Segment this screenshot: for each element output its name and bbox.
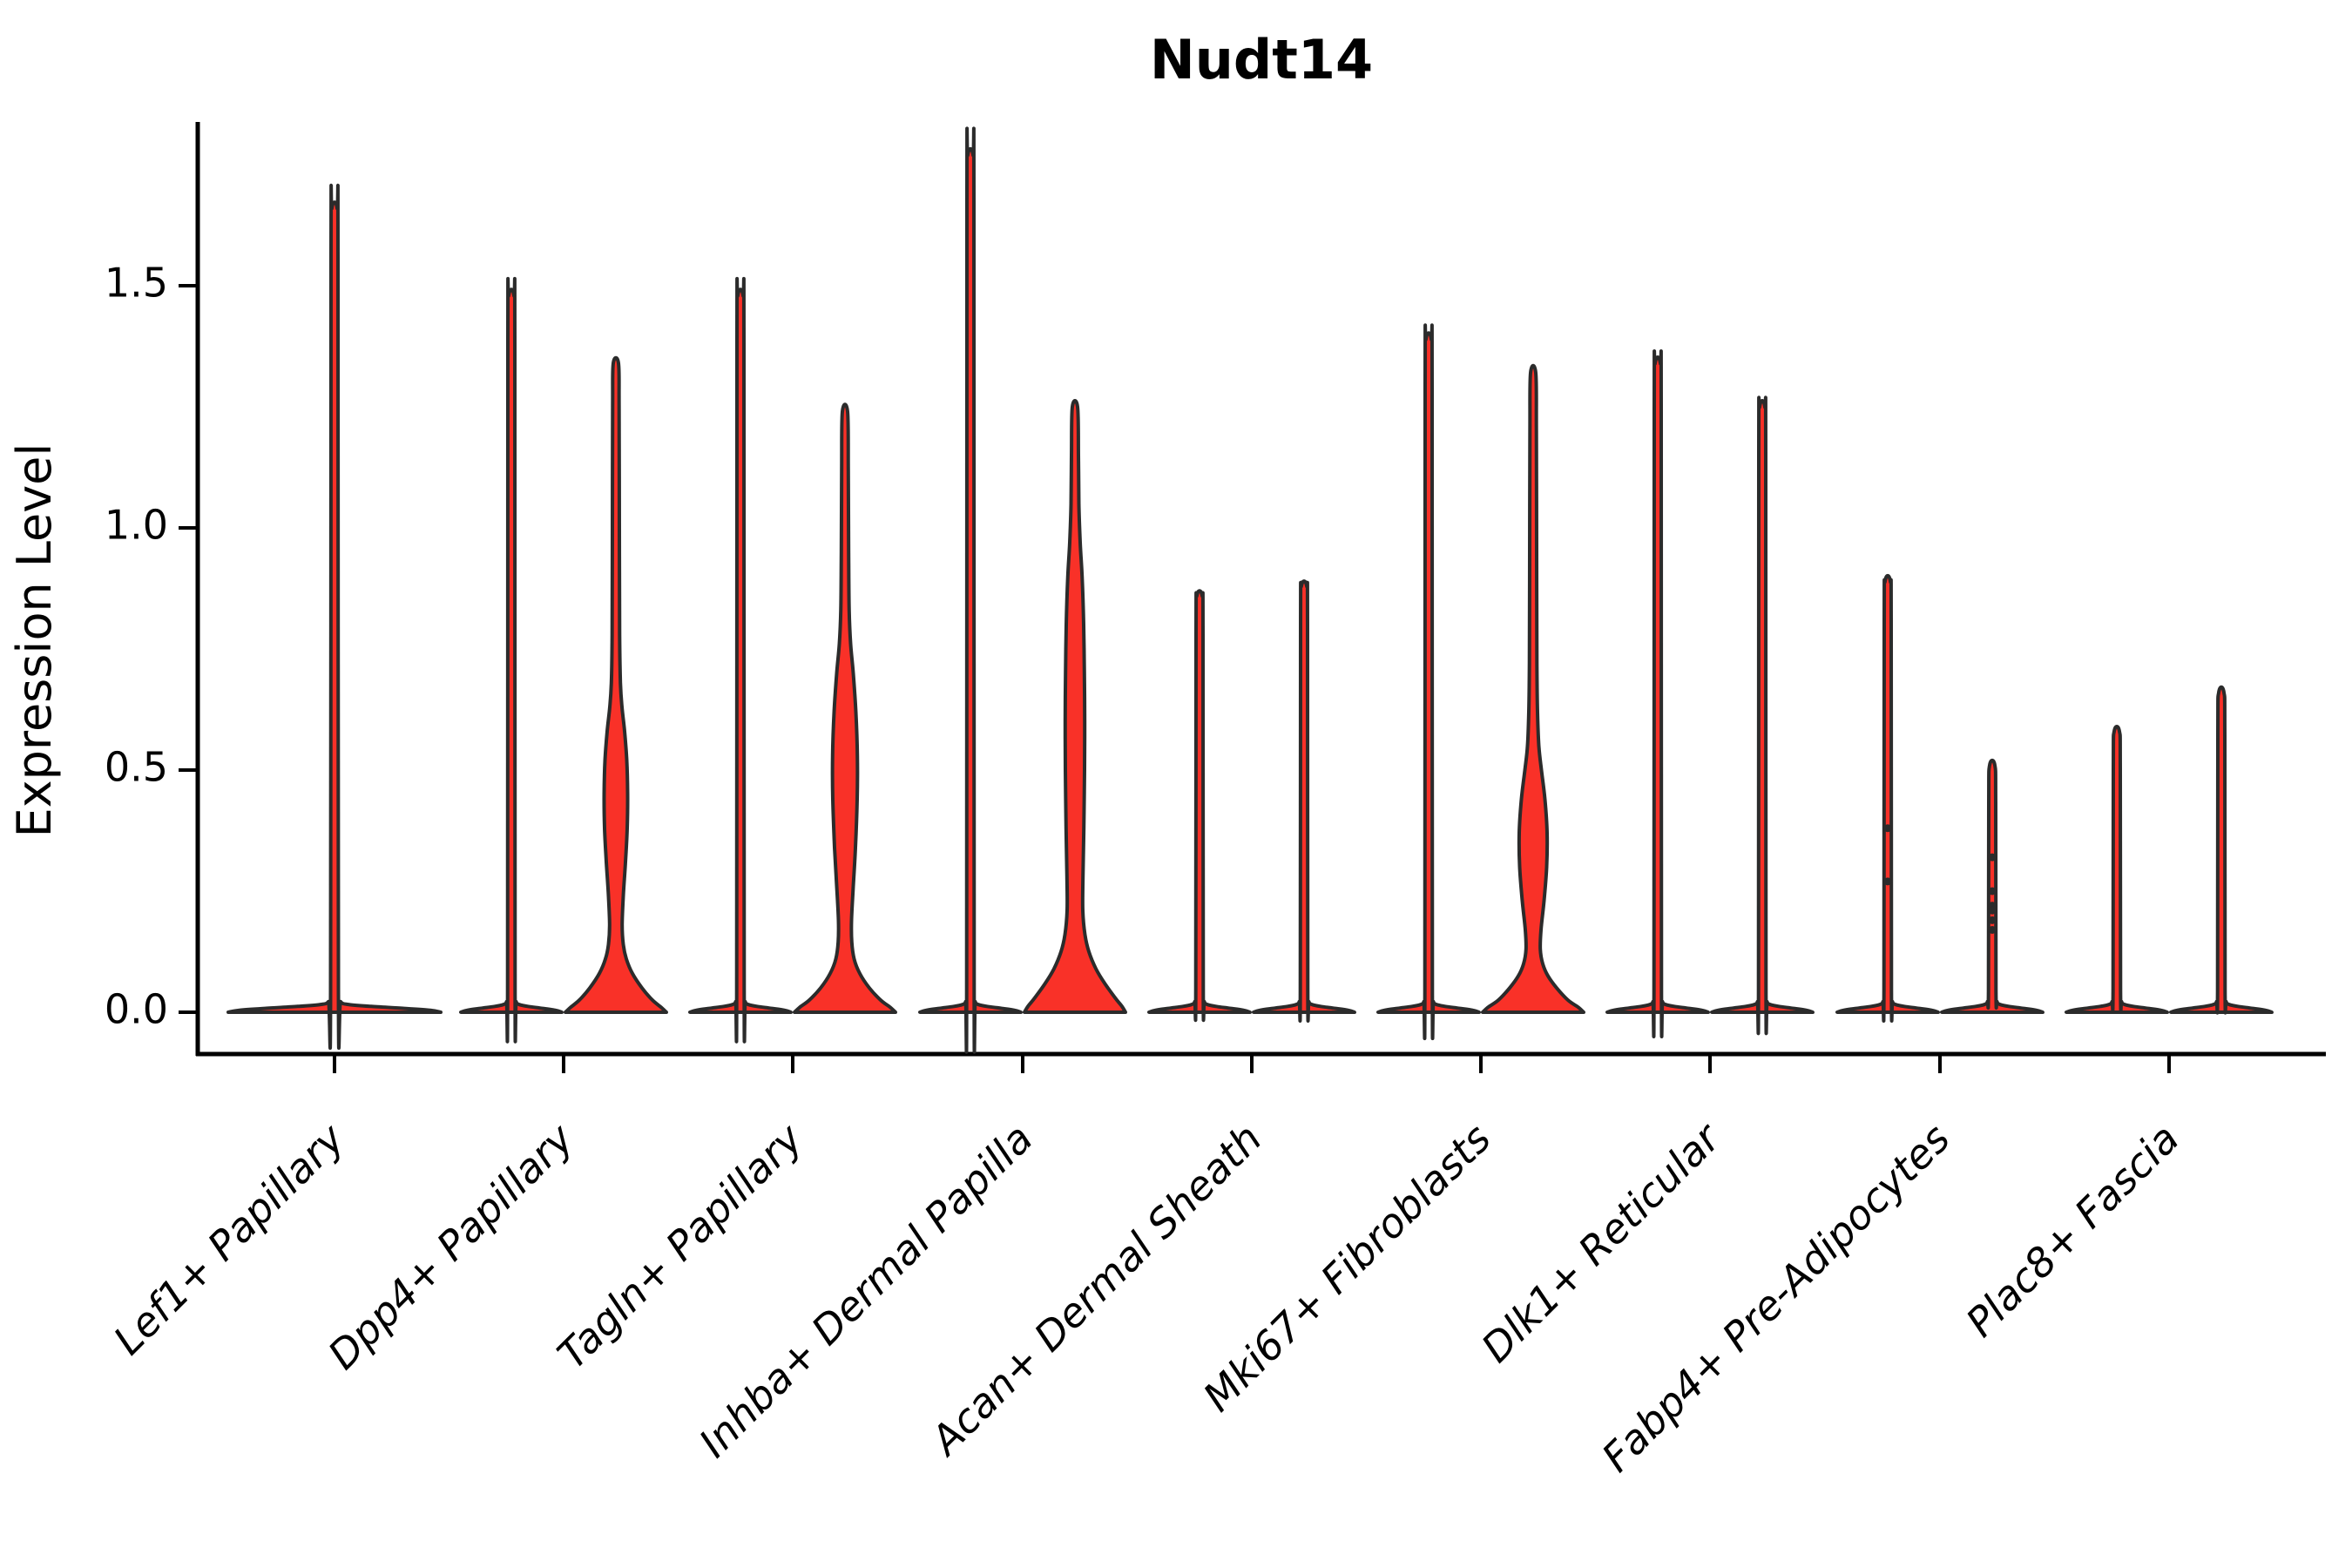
x-tick-label: Plac8+ Fascia <box>1957 1115 2187 1346</box>
x-tick-label: Lef1+ Papillary <box>105 1114 354 1363</box>
violin-4-right <box>1252 579 1356 1023</box>
jitter-dot <box>1988 925 1997 934</box>
violin-1-right <box>564 355 668 1014</box>
violin-series <box>226 126 2274 1054</box>
violin-8-left <box>2065 724 2169 1014</box>
jitter-dot <box>1883 877 1892 886</box>
y-tick-label: 0.5 <box>105 744 168 791</box>
y-tick-label: 0.0 <box>105 986 168 1033</box>
violin-2-right <box>793 402 897 1014</box>
violin-6-left <box>1605 348 1710 1038</box>
violin-7-right <box>1940 758 2044 1014</box>
jitter-dot <box>1988 906 1997 915</box>
y-tick-label: 1.5 <box>105 260 168 307</box>
violin-8-right <box>2169 685 2274 1015</box>
violin-5-left <box>1376 323 1481 1040</box>
jitter-dot <box>1988 853 1997 862</box>
violin-3-left <box>918 126 1023 1054</box>
y-axis: 0.0 0.5 1.0 1.5 <box>105 122 200 1056</box>
chart-title: Nudt14 <box>1150 28 1373 91</box>
violin-1-left <box>459 276 564 1044</box>
violin-6-right <box>1710 395 1815 1036</box>
violin-2-left <box>688 276 793 1044</box>
jitter-dot <box>1988 916 1997 924</box>
x-tick-label: Tagln+ Papillary <box>548 1114 812 1378</box>
x-tick-label: Dlk1+ Reticular <box>1472 1112 1731 1371</box>
y-tick-label: 1.0 <box>105 502 168 549</box>
jitter-dot <box>1883 824 1892 833</box>
violin-5-right <box>1481 363 1585 1014</box>
x-tick-label: Dpp4+ Papillary <box>319 1114 583 1378</box>
violin-4-left <box>1147 589 1252 1022</box>
y-axis-label: Expression Level <box>7 443 62 838</box>
jitter-dot <box>1988 887 1997 896</box>
violin-0-center <box>226 183 443 1051</box>
violin-7-left <box>1835 573 1940 1023</box>
violin-3-right <box>1023 399 1127 1014</box>
